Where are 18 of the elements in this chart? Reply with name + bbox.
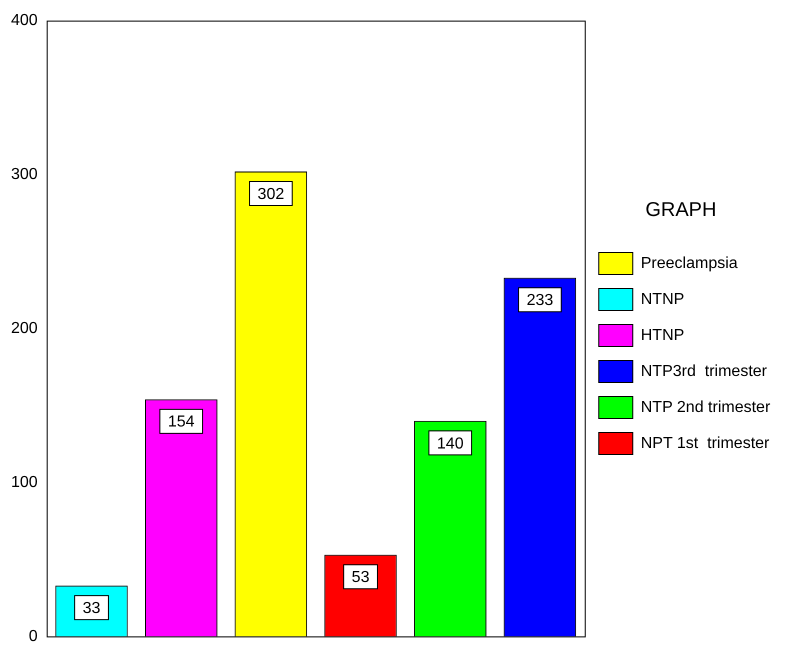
legend-label: NTP 2nd trimester [640, 398, 771, 416]
legend-title: GRAPH [645, 199, 716, 222]
y-tick-label: 100 [10, 474, 38, 491]
data-label: 302 [258, 186, 284, 203]
y-tick-label: 0 [28, 628, 38, 645]
y-tick-label: 400 [10, 12, 38, 30]
legend-label: Preeclampsia [640, 254, 738, 272]
data-label: 33 [82, 600, 101, 618]
legend-label: NTP3rd trimester [640, 362, 768, 380]
legend-label: NPT 1st trimester [640, 434, 770, 452]
data-label: 154 [168, 414, 195, 431]
legend-label: HTNP [640, 326, 684, 344]
data-label: 233 [526, 292, 554, 310]
data-label: 140 [436, 435, 464, 452]
y-tick-label: 300 [10, 166, 38, 183]
y-tick-label: 200 [10, 320, 38, 337]
data-label: 53 [352, 569, 370, 586]
legend-label: NTNP [640, 290, 684, 308]
